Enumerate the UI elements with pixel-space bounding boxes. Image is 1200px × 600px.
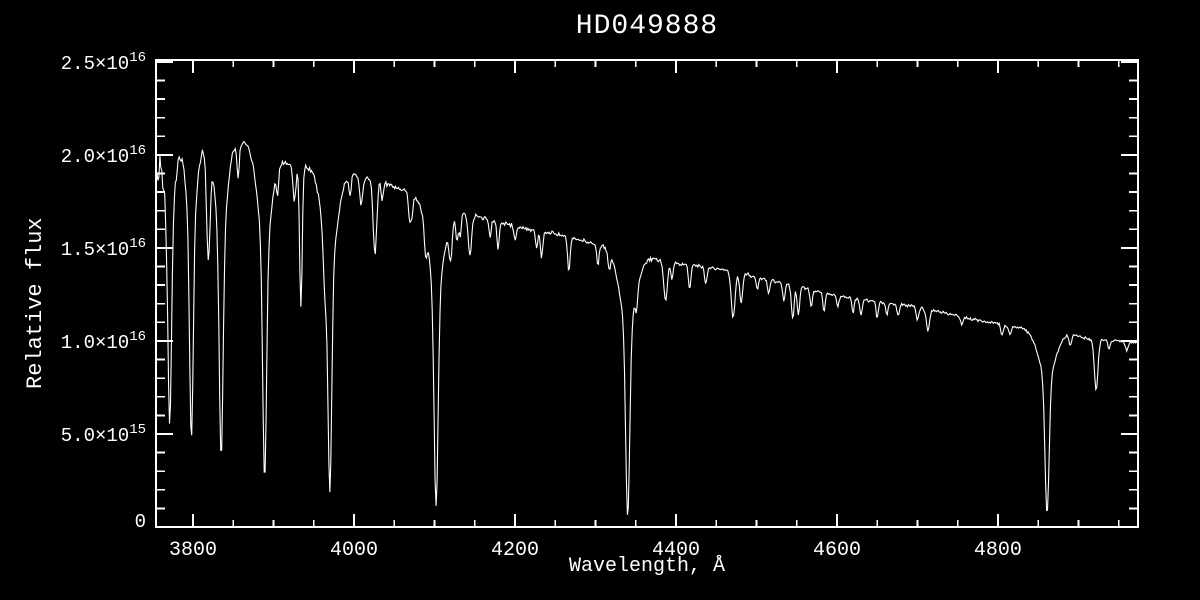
- chart-title: HD049888: [575, 11, 719, 42]
- x-tick-label: 4000: [330, 539, 378, 562]
- y-tick-label: 0: [135, 511, 146, 533]
- y-tick-label: 2.5×1016: [61, 50, 146, 75]
- spectrum-trace: [156, 140, 1138, 515]
- x-axis-label: Wavelength, Å: [568, 555, 726, 578]
- x-tick-label: 4800: [974, 539, 1022, 562]
- x-tick-label: 4200: [491, 539, 539, 562]
- x-tick-label: 4400: [652, 539, 700, 562]
- x-tick-label: 3800: [169, 539, 217, 562]
- y-tick-label: 5.0×1015: [61, 422, 146, 447]
- y-tick-label: 1.0×1016: [61, 329, 146, 354]
- y-tick-label: 2.0×1016: [61, 143, 146, 168]
- axis-ticks: [156, 60, 1138, 528]
- y-tick-label: 1.5×1016: [61, 236, 146, 261]
- x-tick-label: 4600: [813, 539, 861, 562]
- plot-frame: [155, 59, 1139, 528]
